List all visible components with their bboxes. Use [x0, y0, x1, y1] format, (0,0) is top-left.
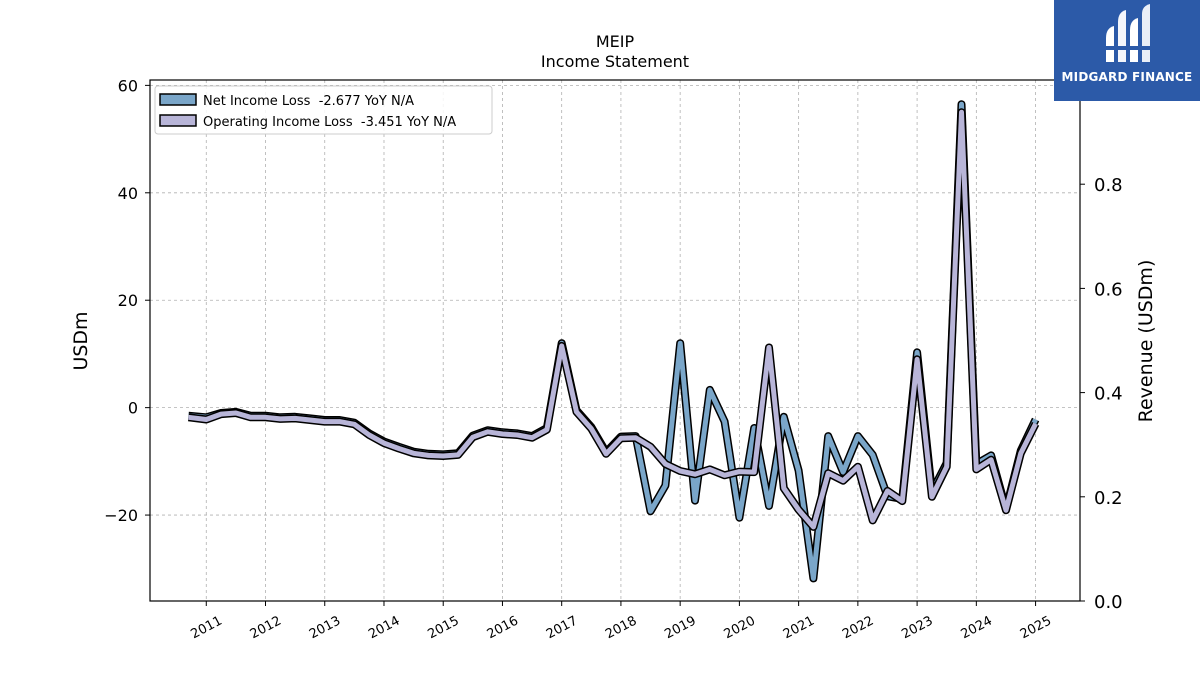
x-tick-label: 2012: [248, 614, 284, 643]
y-right-tick-label: 0.2: [1094, 488, 1123, 509]
x-tick-label: 2022: [840, 614, 876, 643]
y-tick-label: 40: [118, 184, 138, 203]
y-tick-label: 0: [128, 399, 138, 418]
y-tick-label: 60: [118, 76, 138, 95]
legend-swatch-operating-income: [159, 114, 197, 127]
x-tick-label: 2015: [425, 614, 461, 643]
y-right-tick-label: 0.4: [1094, 384, 1123, 405]
y-axis-right: 0.0 0.2 0.4 0.6 0.8: [1080, 175, 1123, 613]
x-axis: 2011 2012 2013 2014 2015 2016 2017 2018 2019 2020…: [188, 601, 1054, 642]
x-tick-label: 2024: [959, 614, 995, 643]
y-axis-right-label: Revenue (USDm): [1135, 260, 1157, 423]
y-tick-label: 20: [118, 291, 138, 310]
series-0-outline: [188, 100, 1040, 583]
chart-title: MEIP: [596, 32, 635, 51]
legend-label-net-income: Net Income Loss -2.677 YoY N/A: [203, 94, 414, 109]
x-tick-label: 2019: [662, 614, 698, 643]
series-0-line: [188, 101, 1038, 581]
x-tick-label: 2021: [781, 614, 817, 643]
x-tick-label: 2014: [366, 614, 402, 643]
brand-name: MIDGARD FINANCE: [1061, 70, 1193, 84]
y-right-tick-label: 0.8: [1094, 175, 1123, 196]
legend-label-operating-income: Operating Income Loss -3.451 YoY N/A: [203, 115, 456, 130]
x-tick-label: 2016: [485, 614, 521, 643]
y-right-tick-label: 0.0: [1094, 592, 1123, 613]
brand-logo: MIDGARD FINANCE: [1054, 0, 1200, 101]
y-axis-left: −20 0 20 40 60: [104, 76, 150, 525]
x-tick-label: 2023: [899, 614, 935, 643]
y-right-tick-label: 0.6: [1094, 279, 1123, 300]
y-axis-label: USDm: [70, 311, 92, 370]
plot-frame: [149, 79, 1081, 602]
legend: Net Income Loss -2.677 YoY N/A Operating…: [154, 85, 493, 135]
y-tick-label: −20: [104, 506, 138, 525]
midgard-logo-icon: [1104, 4, 1152, 62]
chart-subtitle: Income Statement: [541, 52, 689, 71]
x-tick-label: 2011: [188, 614, 224, 643]
series-1-line: [188, 109, 1038, 530]
x-tick-label: 2020: [722, 614, 758, 643]
legend-swatch-net-income: [159, 93, 197, 106]
x-tick-label: 2017: [544, 614, 580, 643]
x-tick-label: 2025: [1018, 614, 1054, 643]
legend-box: [154, 85, 493, 135]
x-tick-label: 2018: [603, 614, 639, 643]
x-tick-label: 2013: [307, 614, 343, 643]
grid-lines: [150, 80, 1080, 601]
series-layer: [188, 100, 1040, 583]
